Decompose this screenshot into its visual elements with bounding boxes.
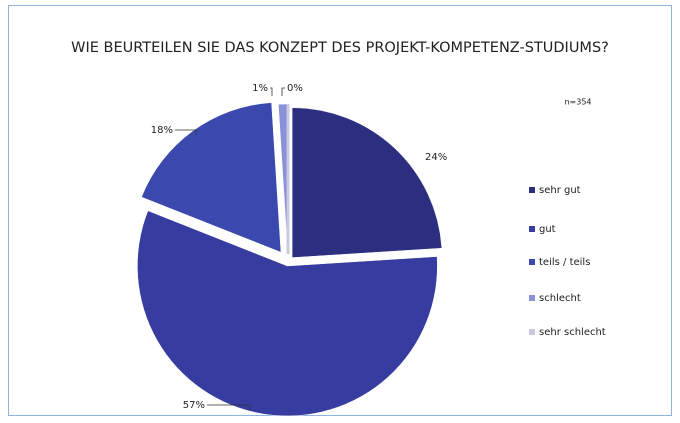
leader-line [281,87,285,96]
pie-slice [141,102,282,253]
pie-slice [137,210,438,417]
legend-swatch [529,329,535,335]
data-label: 24% [425,152,447,163]
legend-swatch [529,187,535,193]
leader-line [207,404,251,410]
data-label: 1% [252,83,268,94]
legend-label: teils / teils [539,257,590,268]
legend-label: schlecht [539,293,581,304]
data-label: 18% [151,125,173,136]
legend-label: sehr schlecht [539,327,606,338]
leader-line [270,87,273,96]
legend-swatch [529,295,535,301]
leader-line [175,129,197,135]
note: n=354 [564,98,591,107]
legend-swatch [529,259,535,265]
chart-title: WIE BEURTEILEN SIE DAS KONZEPT DES PROJE… [71,40,609,56]
legend-swatch [529,226,535,232]
data-label: 57% [183,400,205,411]
legend-label: sehr gut [539,185,581,196]
data-label: 0% [287,83,303,94]
legend-label: gut [539,224,556,235]
pie-slice [291,107,443,258]
